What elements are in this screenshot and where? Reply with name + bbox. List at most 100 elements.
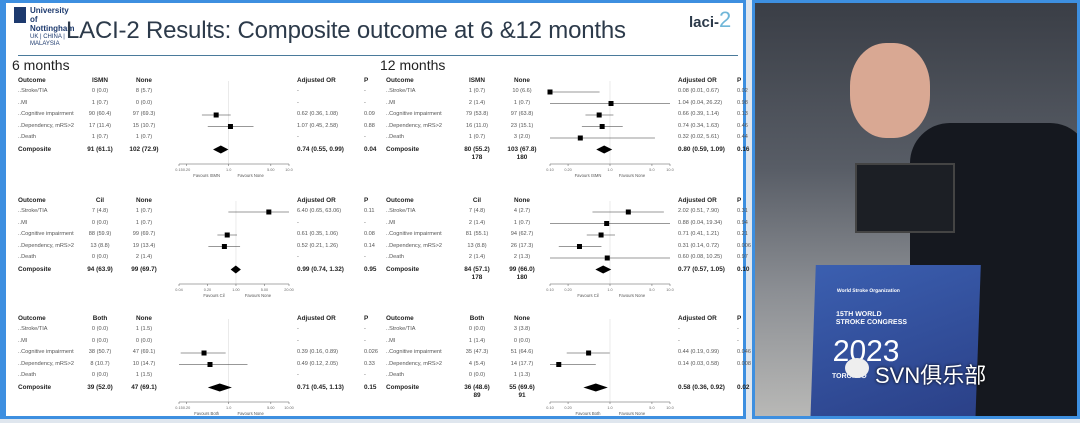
x-tick-label: 0.20 [564,288,571,292]
treatment-count: 81 (55.1) [465,231,489,237]
favours-label: Favours Both [194,411,220,416]
x-tick-label: 0.10 [546,406,553,410]
treatment-count: 2 (1.4) [468,219,486,226]
none-count: 99 (69.7) [132,231,156,237]
none-count: 19 (13.4) [132,242,156,249]
outcome-label: Composite [386,265,420,273]
outcome-label: ..Stroke/TIA [18,208,48,214]
none-count: 0 (0.0) [135,99,153,106]
forest-plot-panel: Outcome ISMN None Adjusted OR P ..Stroke/TIA 0… [14,73,380,185]
outcome-label: ..Stroke/TIA [386,326,416,332]
none-count: 1 (0.7) [135,208,153,214]
header-none: None [136,197,152,204]
none-count: 2 (1.4) [135,254,153,260]
p-value: 0.006 [737,242,751,249]
forest-plot: 0.15 0.20 1.0 5.00 10.0 Favours ISMN Favours N… [175,81,293,178]
outcome-label: ..MI [18,337,28,344]
adjusted-or-value: 0.60 (0.08, 10.25) [678,254,723,260]
header-adjusted-or: Adjusted OR [297,315,336,322]
favours-label: Favours Cil [577,293,598,298]
favours-label: Favours Both [576,411,602,416]
outcome-label: ..MI [18,219,28,226]
treatment-count: 13 (8.8) [90,242,110,249]
p-value: 0.09 [364,111,375,117]
adjusted-or-value: 6.40 (0.65, 63.06) [297,208,342,214]
forest-plot: 0.04 0.20 1.00 5.00 20.00 Favours Cil Favours … [175,201,294,298]
treatment-count: 38 (50.7) [88,349,112,355]
x-tick-label: 1.0 [607,406,612,410]
treatment-count: 84 (57.1) [464,265,490,273]
point-estimate [547,89,553,95]
x-tick-label: 0.20 [564,168,571,172]
header-treatment: Both [469,315,485,322]
p-value: 0.02 [737,88,748,94]
p-value: 0.16 [737,145,750,153]
p-value: - [364,88,366,94]
treatment-total: 178 [471,274,483,281]
header-adjusted-or: Adjusted OR [678,315,717,322]
header-outcome: Outcome [18,77,46,84]
point-estimate [625,209,631,215]
favours-label: Favours ISMN [193,173,220,178]
x-tick-label: 5.0 [649,168,654,172]
x-tick-label: 10.0 [666,288,673,292]
treatment-total: 178 [471,154,483,161]
p-value: 0.95 [364,265,377,273]
outcome-label: ..Cognitive impairment [386,231,442,237]
pooled-diamond [213,145,229,154]
none-count: 55 (69.6) [509,383,535,391]
adjusted-or-value: 0.44 (0.19, 0.99) [678,349,720,355]
adjusted-or-value: 2.02 (0.51, 7.90) [678,208,720,214]
watermark: SVN俱乐部 [875,363,987,388]
x-tick-label: 0.20 [564,406,571,410]
adjusted-or-value: 0.74 (0.34, 1.63) [678,122,720,129]
x-tick-label: 5.0 [649,406,654,410]
none-total: 91 [518,392,526,399]
outcome-label: ..Stroke/TIA [18,88,48,94]
treatment-count: 13 (8.8) [467,242,487,249]
favours-label: Favours None [619,293,646,298]
none-count: 97 (69.3) [132,111,156,117]
none-count: 94 (62.7) [510,231,534,237]
x-tick-label: 5.0 [649,288,654,292]
presentation-slide: University of Nottingham UK | CHINA | MAL… [0,0,751,419]
none-count: 99 (66.0) [509,265,535,273]
treatment-count: 17 (11.4) [89,122,111,129]
podium: World Stroke Organization 15TH WORLD STR… [810,265,981,416]
university-sub: UK | CHINA | MALAYSIA [30,34,65,47]
adjusted-or-value: 0.39 (0.16, 0.89) [297,349,339,355]
point-estimate [556,362,562,367]
x-tick-label: 0.10 [546,288,553,292]
forest-plot: 0.10 0.20 1.0 5.0 10.0 Favours Both Favours No… [546,319,674,416]
header-outcome: Outcome [18,197,46,204]
none-count: 99 (69.7) [131,265,157,273]
podium-org: World Stroke Organization [836,288,900,294]
none-count: 26 (17.3) [510,242,534,249]
none-count: 3 (2.0) [513,134,531,140]
adjusted-or-value: - [297,88,299,94]
x-tick-label: 10.0 [666,406,673,410]
none-total: 180 [516,154,528,161]
x-tick-label: 1.0 [607,168,612,172]
p-value: - [364,254,366,260]
outcome-label: Composite [18,145,52,153]
x-tick-label: 5.00 [261,288,268,292]
none-count: 1 (0.7) [513,219,531,226]
forest-plot: 0.15 0.20 1.0 5.00 10.00 Favours Both Favours … [175,319,294,416]
none-count: 14 (17.7) [510,360,534,367]
point-estimate [266,209,272,215]
header-adjusted-or: Adjusted OR [297,197,336,204]
p-value: - [364,219,366,226]
pooled-diamond [583,383,608,392]
point-estimate [608,101,614,106]
podium-line1: 15TH WORLD [835,311,882,318]
x-tick-label: 1.0 [226,406,231,410]
treatment-total: 89 [473,392,481,399]
podium-line2: STROKE CONGRESS [835,319,908,326]
outcome-label: ..MI [386,337,396,344]
header-p: P [364,315,369,322]
outcome-label: Composite [386,383,420,391]
header-outcome: Outcome [386,197,414,204]
none-count: 1 (0.7) [135,219,153,226]
adjusted-or-value: 0.14 (0.03, 0.58) [678,360,720,367]
